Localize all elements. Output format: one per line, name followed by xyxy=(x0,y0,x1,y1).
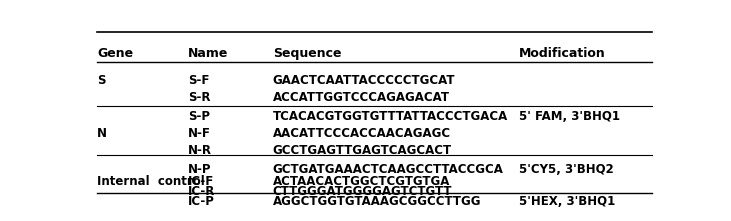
Text: S-P: S-P xyxy=(188,110,210,123)
Text: Internal  control: Internal control xyxy=(97,175,205,188)
Text: 5'HEX, 3'BHQ1: 5'HEX, 3'BHQ1 xyxy=(519,195,616,208)
Text: Gene: Gene xyxy=(97,47,133,60)
Text: ACTAACACTGGCTCGTGTGA: ACTAACACTGGCTCGTGTGA xyxy=(273,175,450,188)
Text: IC-P: IC-P xyxy=(188,195,215,208)
Text: Modification: Modification xyxy=(519,47,606,60)
Text: IC-R: IC-R xyxy=(188,185,215,198)
Text: S-R: S-R xyxy=(188,91,211,104)
Text: Name: Name xyxy=(188,47,228,60)
Text: IC-F: IC-F xyxy=(188,175,214,188)
Text: ACCATTGGTCCCAGAGACAT: ACCATTGGTCCCAGAGACAT xyxy=(273,91,450,104)
Text: Sequence: Sequence xyxy=(273,47,341,60)
Text: N-F: N-F xyxy=(188,127,211,140)
Text: GAACTCAATTACCCCCTGCAT: GAACTCAATTACCCCCTGCAT xyxy=(273,74,455,87)
Text: CTTGGGATGGGGAGTCTGTT: CTTGGGATGGGGAGTCTGTT xyxy=(273,185,452,198)
Text: N: N xyxy=(97,127,107,140)
Text: GCTGATGAAACTCAAGCCTTACCGCA: GCTGATGAAACTCAAGCCTTACCGCA xyxy=(273,163,504,176)
Text: AACATTCCCACCAACAGAGC: AACATTCCCACCAACAGAGC xyxy=(273,127,451,140)
Text: N-P: N-P xyxy=(188,163,211,176)
Text: N-R: N-R xyxy=(188,144,212,157)
Text: S: S xyxy=(97,74,105,87)
Text: 5'CY5, 3'BHQ2: 5'CY5, 3'BHQ2 xyxy=(519,163,614,176)
Text: S-F: S-F xyxy=(188,74,209,87)
Text: AGGCTGGTGTAAAGCGGCCTTGG: AGGCTGGTGTAAAGCGGCCTTGG xyxy=(273,195,481,208)
Text: TCACACGTGGTGTTTATTACCCTGACA: TCACACGTGGTGTTTATTACCCTGACA xyxy=(273,110,508,123)
Text: GCCTGAGTTGAGTCAGCACT: GCCTGAGTTGAGTCAGCACT xyxy=(273,144,452,157)
Text: 5' FAM, 3'BHQ1: 5' FAM, 3'BHQ1 xyxy=(519,110,620,123)
